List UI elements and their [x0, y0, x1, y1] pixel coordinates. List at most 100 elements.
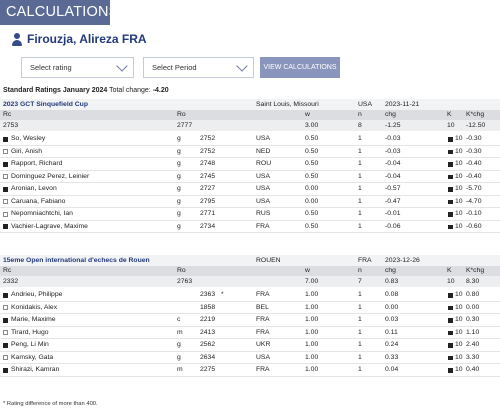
opponent-name: Peng, Li Min [11, 341, 49, 348]
white-pieces-icon [3, 355, 8, 360]
white-pieces-icon [3, 330, 8, 335]
game-score: 0.50 [305, 172, 319, 180]
rating-change: -0.47 [385, 197, 401, 205]
black-pieces-icon [3, 317, 8, 323]
k-factor: 10 [455, 222, 463, 230]
game-count: 1 [358, 328, 362, 336]
tournament-name-link[interactable]: 2023 GCT Sinquefield Cup [3, 101, 88, 108]
game-score: 1.00 [305, 341, 319, 348]
header-rc: Rc [3, 267, 12, 274]
opponent-title: g [177, 147, 181, 155]
header-kchg: K*chg [466, 111, 485, 118]
tournament-country: FRA [358, 257, 372, 264]
header-kchg: K*chg [466, 267, 485, 274]
opponent-rating: 2752 [200, 147, 216, 155]
k-factor: 10 [455, 328, 463, 336]
chevron-down-icon [116, 60, 128, 72]
black-pieces-icon [3, 367, 8, 373]
opponent-title: c [177, 316, 181, 323]
tournament-name-link[interactable]: 15eme Open international d'echecs de Rou… [3, 257, 150, 264]
weighted-change: -0.60 [466, 222, 482, 230]
header-chg: chg [385, 267, 396, 274]
rating-change: -0.01 [385, 210, 401, 217]
opponent-name: Nepomniachtchi, Ian [11, 210, 73, 217]
opponent-name: Giri, Anish [11, 147, 42, 155]
weighted-change: 1.10 [466, 328, 480, 336]
player-name: Firouzja, Alireza FRA [27, 32, 147, 46]
k-factor: 10 [455, 172, 463, 180]
k-factor-marker-icon [448, 343, 453, 348]
tournament-date: 2023-11-21 [385, 101, 420, 108]
k-factor-marker-icon [448, 174, 453, 179]
game-count: 1 [358, 147, 362, 155]
header-k: K [447, 111, 452, 118]
total-change-value: -4.20 [152, 87, 169, 94]
weighted-change: -0.40 [466, 160, 482, 167]
k-factor-marker-icon [448, 224, 453, 229]
k-factor: 10 [455, 353, 463, 361]
game-score: 0.50 [305, 222, 319, 230]
select-period-label: Select Period [152, 63, 197, 72]
black-pieces-icon [3, 342, 8, 348]
view-calculations-button[interactable]: VIEW CALCULATIONS [260, 57, 340, 78]
select-rating-dropdown[interactable]: Select rating [21, 57, 134, 78]
select-period-dropdown[interactable]: Select Period [143, 57, 254, 78]
game-count: 1 [358, 291, 362, 298]
game-count: 1 [358, 185, 362, 192]
k-factor: 10 [455, 366, 463, 373]
table-row: Rapport, Richard g 2748 ROU 0.50 1 -0.04 10 -0.4… [0, 158, 500, 171]
k-factor-marker-icon [448, 187, 453, 192]
game-score: 1.00 [305, 353, 319, 361]
game-score: 1.00 [305, 291, 319, 298]
game-count: 1 [358, 353, 362, 361]
opponent-federation: USA [256, 197, 270, 205]
weighted-change: 0.30 [466, 316, 480, 323]
k-factor-marker-icon [448, 355, 453, 360]
opponent-rating: 2727 [200, 185, 216, 192]
k-factor-marker-icon [448, 305, 453, 310]
opponent-name: Dominguez Perez, Leinier [11, 172, 90, 180]
total-n: 7 [358, 278, 362, 285]
opponent-title: m [177, 328, 183, 336]
table-row: Tirard, Hugo m 2413 FRA 1.00 1 0.11 10 1.10 [0, 327, 500, 339]
rating-difference-marker: * [221, 291, 224, 298]
weighted-change: -0.40 [466, 172, 482, 180]
opponent-rating: 2219 [200, 316, 216, 323]
table-row: So, Wesley g 2752 USA 0.50 1 -0.03 10 -0.30 [0, 133, 500, 146]
k-factor-marker-icon [448, 212, 453, 217]
opponent-name: Caruana, Fabiano [11, 197, 66, 205]
game-score: 1.00 [305, 328, 319, 336]
black-pieces-icon [3, 161, 8, 167]
rating-period-label: Standard Ratings January 2024 [3, 87, 108, 94]
opponent-federation: FRA [256, 291, 270, 298]
k-factor-marker-icon [448, 162, 453, 167]
rating-change: -0.04 [385, 172, 401, 180]
table-row: Konidakis, Alex 1858 BEL 1.00 1 0.00 10 0.00 [0, 302, 500, 314]
k-factor: 10 [455, 185, 463, 192]
opponent-title: g [177, 341, 181, 348]
tournament-city: Saint Louis, Missouri [256, 101, 319, 108]
rating-change: 0.11 [385, 328, 398, 336]
opponent-title: g [177, 172, 181, 180]
table-row: Shirazi, Kamran m 2275 FRA 1.00 1 0.04 10 0.40 [0, 364, 500, 377]
total-chg: 0.83 [385, 278, 399, 285]
opponent-rating: 2752 [200, 135, 216, 142]
total-w: 7.00 [305, 278, 319, 285]
table-row: Dominguez Perez, Leinier g 2745 USA 0.50 1 -0.… [0, 171, 500, 183]
select-rating-label: Select rating [30, 63, 72, 72]
rating-change: -0.57 [385, 185, 401, 192]
table-row: Nepomniachtchi, Ian g 2771 RUS 0.50 1 -0.01 10-… [0, 208, 500, 221]
weighted-change: -5.70 [466, 185, 482, 192]
table-row: Andrieu, Philippe 2363 * FRA 1.00 1 0.08 10 0.80 [0, 289, 500, 302]
game-count: 1 [358, 210, 362, 217]
opponent-rating: 2771 [200, 210, 216, 217]
opponent-rating: 2634 [200, 353, 216, 361]
opponent-title: g [177, 135, 181, 142]
game-count: 1 [358, 303, 362, 311]
opponent-rating: 2795 [200, 197, 216, 205]
header-rc: Rc [3, 111, 12, 118]
totals-row: 2753 2777 3.00 8 -1.25 10 -12.50 [0, 120, 500, 131]
weighted-change: -0.10 [466, 210, 482, 217]
opponent-rating: 2413 [200, 328, 216, 336]
tournament-row: 15eme Open international d'echecs de Rou… [0, 255, 500, 266]
